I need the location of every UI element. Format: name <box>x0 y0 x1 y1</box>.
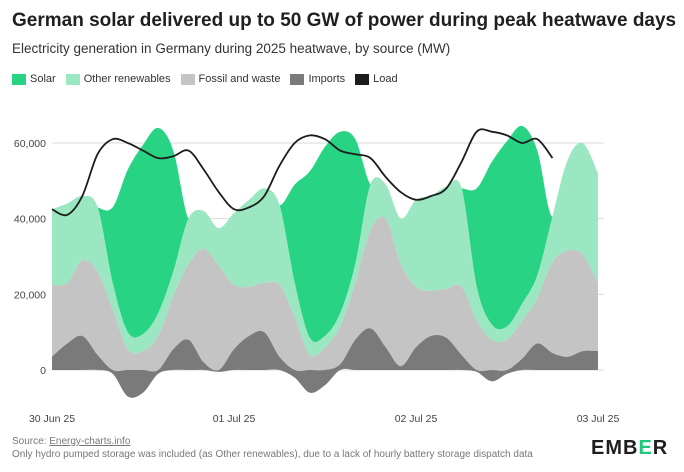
legend-label-solar: Solar <box>30 73 56 85</box>
y-tick-label: 60,000 <box>14 138 46 150</box>
logo-text-accent: E <box>638 437 653 459</box>
legend-swatch-load <box>355 73 370 85</box>
logo-text-2: R <box>652 437 669 459</box>
legend-item-solar: Solar <box>12 73 56 85</box>
source-prefix: Source: <box>12 436 50 447</box>
line-load <box>51 128 554 217</box>
footer-note: Only hydro pumped storage was included (… <box>12 449 533 460</box>
x-tick-label: 01 Jul 25 <box>213 413 256 425</box>
x-tick-label: 02 Jul 25 <box>395 413 438 425</box>
y-tick-label: 0 <box>40 365 46 377</box>
footer-source: Source: Energy-charts.info <box>12 436 130 447</box>
area-imports <box>52 328 598 398</box>
area-other-renewables <box>52 142 598 357</box>
y-tick-label: 40,000 <box>14 214 46 226</box>
legend-item-other-renewables: Other renewables <box>65 73 171 85</box>
legend-label-other-renewables: Other renewables <box>83 73 171 85</box>
area-fossil-and-waste <box>52 216 598 372</box>
legend-swatch-imports <box>290 73 305 85</box>
legend-swatch-other-renewables <box>65 73 80 85</box>
legend-swatch-solar <box>12 73 26 85</box>
area-solar <box>52 125 598 343</box>
logo-text-1: EMB <box>591 437 639 459</box>
chart-subtitle: Electricity generation in Germany during… <box>12 41 451 56</box>
y-tick-label: 20,000 <box>14 289 46 301</box>
source-link[interactable]: Energy-charts.info <box>49 436 131 447</box>
legend-label-fossil-and-waste: Fossil and waste <box>198 73 281 85</box>
legend: Solar Other renewables Fossil and waste … <box>12 73 398 85</box>
legend-label-imports: Imports <box>308 73 346 85</box>
x-tick-label: 03 Jul 25 <box>577 413 620 425</box>
legend-label-load: Load <box>373 73 398 85</box>
legend-swatch-fossil-and-waste <box>180 73 195 85</box>
legend-item-load: Load <box>355 73 398 85</box>
legend-item-imports: Imports <box>290 73 345 85</box>
x-tick-label: 30 Jun 25 <box>29 413 75 425</box>
ember-logo: EMBER <box>591 437 668 460</box>
chart-title: German solar delivered up to 50 GW of po… <box>12 10 677 31</box>
legend-item-fossil-and-waste: Fossil and waste <box>180 73 281 85</box>
